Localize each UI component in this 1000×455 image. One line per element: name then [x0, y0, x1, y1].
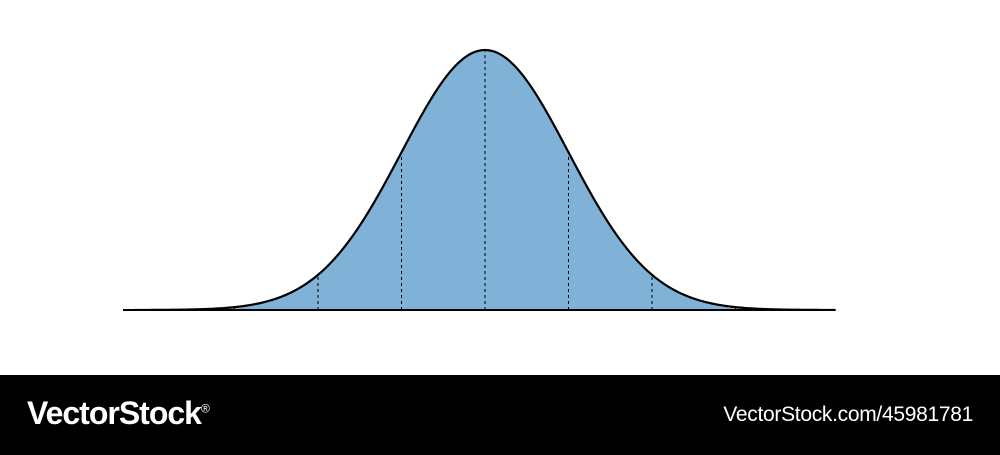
curve-area-fill — [134, 50, 836, 310]
bell-curve-chart — [123, 48, 836, 312]
vectorstock-logo: VectorStock® — [27, 395, 210, 432]
image-id-text: VectorStock.com/45981781 — [723, 403, 973, 426]
footer-bar: VectorStock® VectorStock.com/45981781 — [0, 375, 1000, 455]
chart-svg — [123, 48, 836, 312]
curve-outline — [134, 48, 836, 312]
brand-name: VectorStock — [27, 395, 202, 431]
trademark-symbol: ® — [200, 401, 210, 416]
